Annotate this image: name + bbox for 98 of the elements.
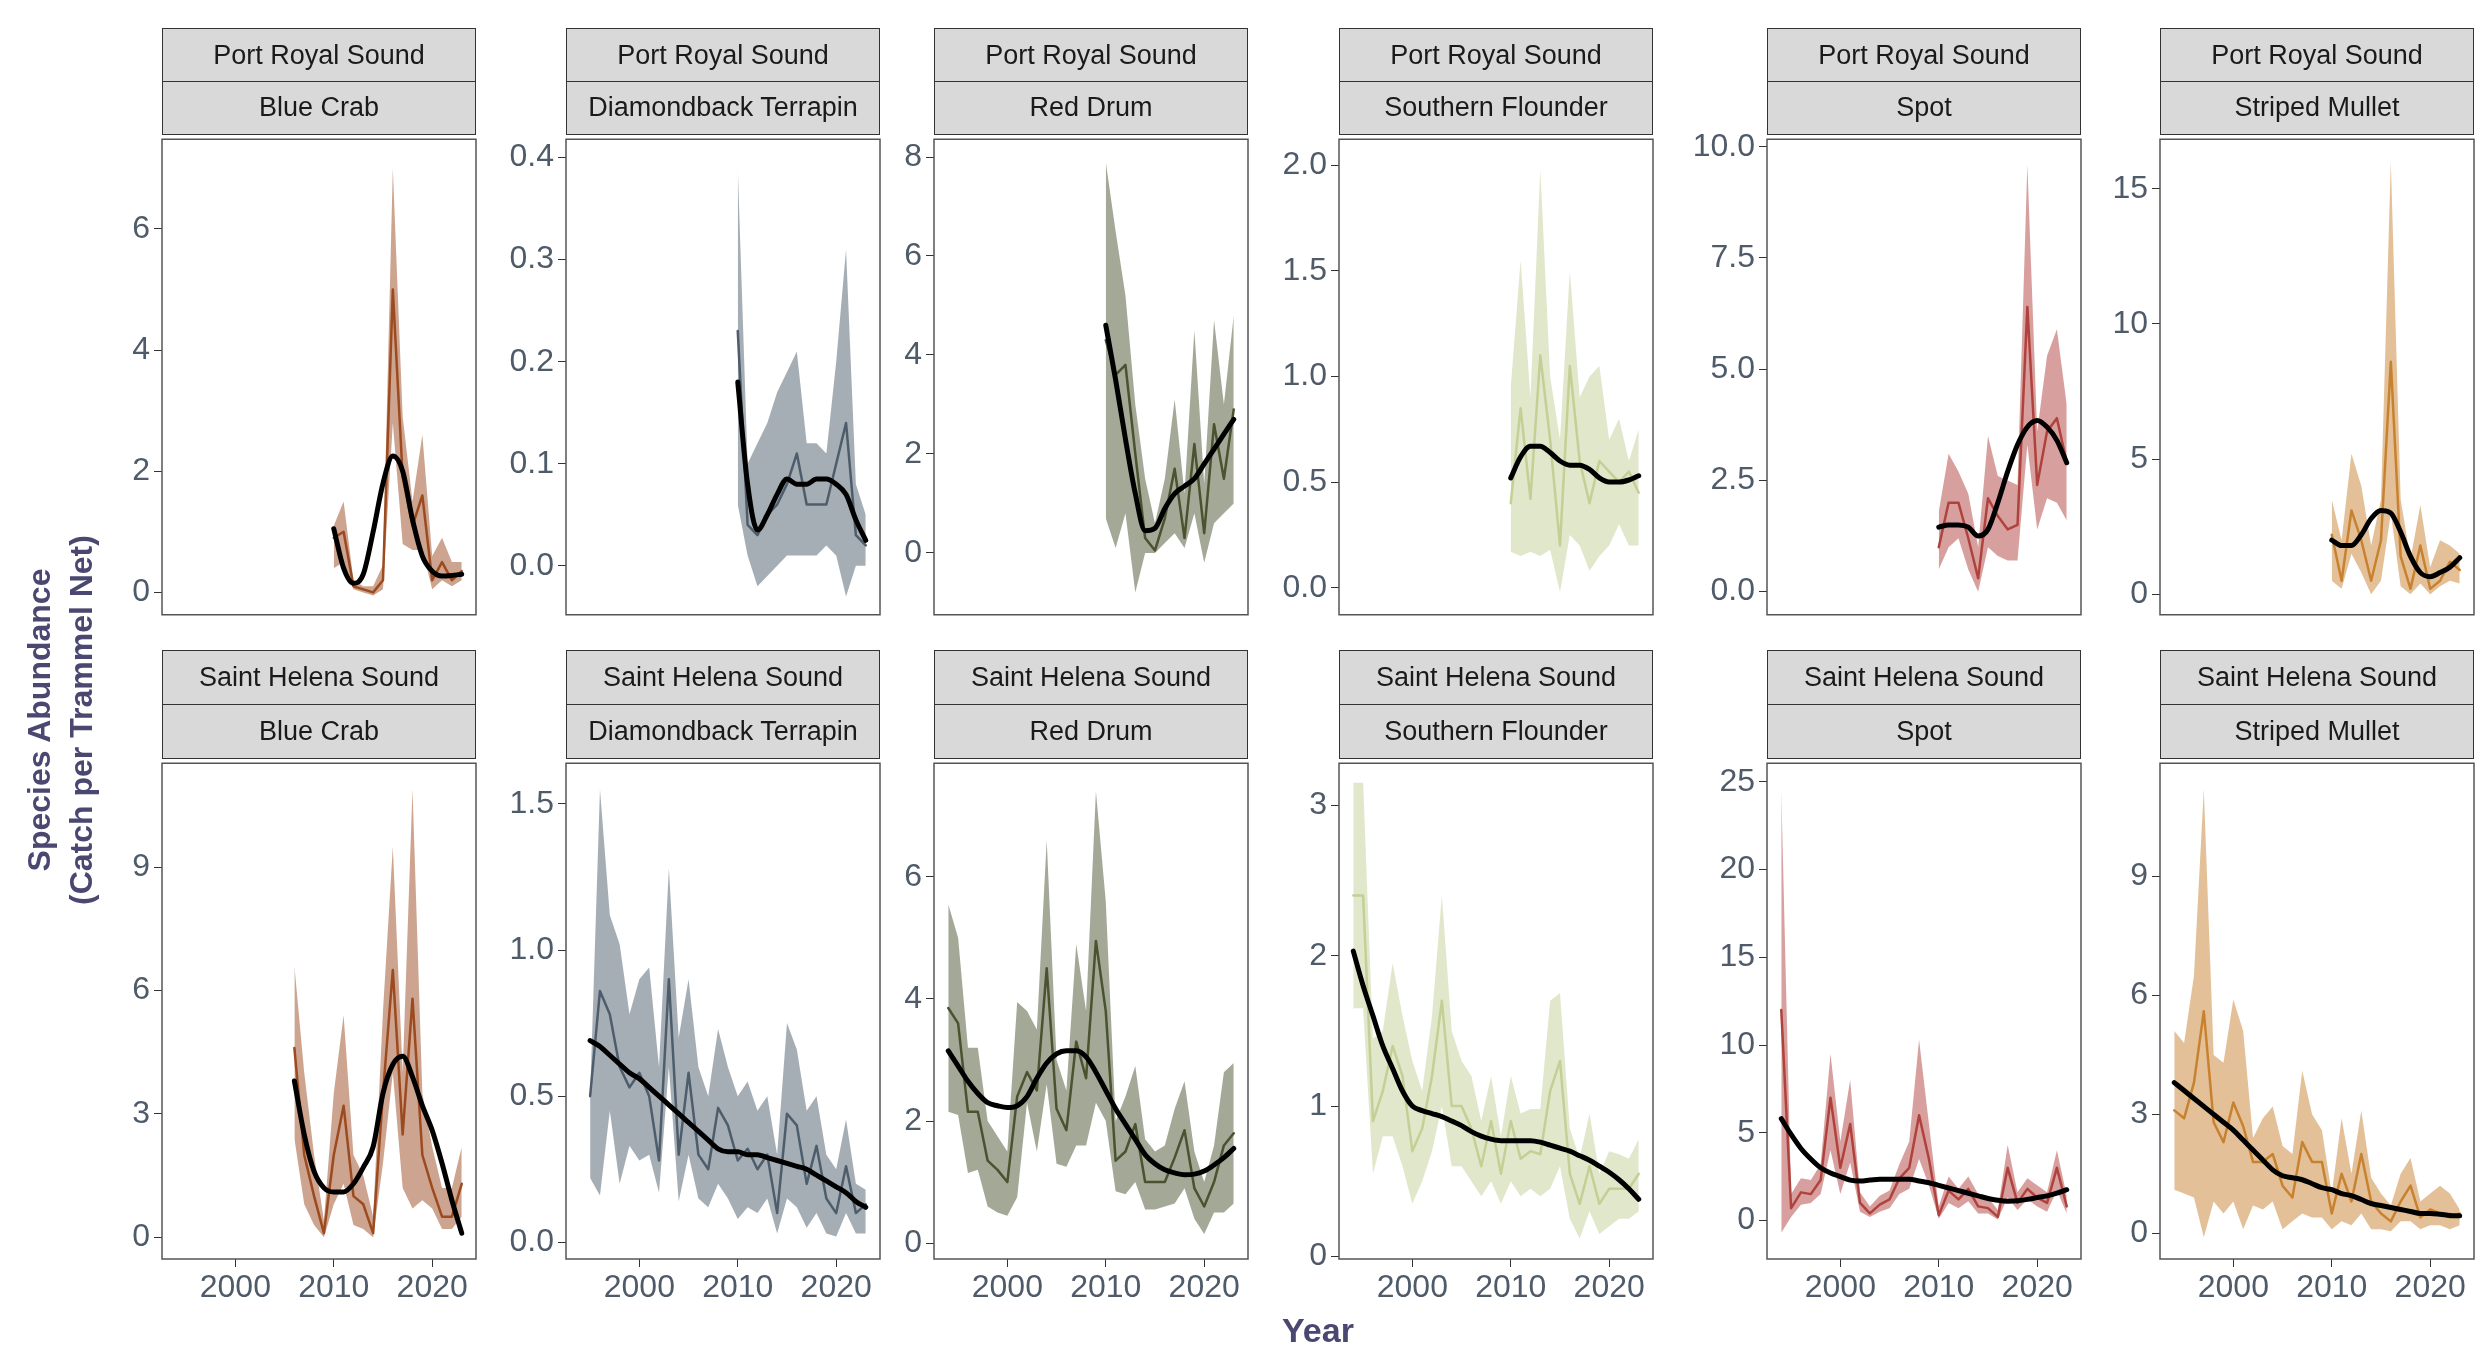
chart-title: Port Royal Sound [934,28,1248,82]
y-tick-label: 1.5 [1282,250,1327,287]
x-tick-label: 2020 [396,1268,468,1305]
x-tick-label: 2020 [2394,1268,2466,1305]
chart-subtitle: Blue Crab [162,80,476,135]
y-tick-label: 1.0 [509,929,554,966]
x-axis-title: Year [1281,1311,1355,1350]
chart-subtitle: Red Drum [934,703,1248,759]
chart-subtitle: Diamondback Terrapin [566,703,880,759]
chart-title: Saint Helena Sound [162,650,476,705]
y-tick-label: 2.5 [1710,460,1755,497]
y-tick-label: 10 [1719,1024,1755,1061]
x-tick-label: 2020 [800,1268,872,1305]
y-tick-label: 0 [1737,1200,1755,1237]
x-tick-label: 2000 [2197,1268,2269,1305]
y-tick-label: 0 [2130,1213,2148,1250]
y-tick-label: 15 [2112,168,2148,205]
y-tick-label: 5.0 [1710,349,1755,386]
chart-subtitle: Southern Flounder [1339,703,1653,759]
y-tick-label: 0.0 [1710,571,1755,608]
chart-title: Port Royal Sound [2160,28,2474,82]
y-tick-label: 0 [132,1217,150,1254]
x-tick-label: 2010 [702,1268,774,1305]
y-tick-label: 5 [1737,1112,1755,1149]
y-tick-label: 0 [904,532,922,569]
chart-subtitle: Spot [1767,80,2081,135]
chart-title: Port Royal Sound [566,28,880,82]
chart-subtitle: Red Drum [934,80,1248,135]
chart-title: Port Royal Sound [1767,28,2081,82]
x-tick-label: 2020 [1168,1268,1240,1305]
y-tick-label: 15 [1719,937,1755,974]
y-tick-label: 0.0 [509,1222,554,1259]
x-tick-label: 2010 [1070,1268,1142,1305]
y-tick-label: 0.0 [1282,567,1327,604]
y-tick-label: 3 [2130,1094,2148,1131]
y-tick-label: 4 [132,329,150,366]
y-tick-label: 0 [2130,574,2148,611]
y-tick-label: 2 [904,1100,922,1137]
y-tick-label: 0 [904,1222,922,1259]
x-tick-label: 2000 [1804,1268,1876,1305]
x-tick-label: 2010 [1903,1268,1975,1305]
y-tick-label: 4 [904,334,922,371]
x-tick-label: 2010 [2296,1268,2368,1305]
y-tick-label: 9 [132,847,150,884]
chart-title: Port Royal Sound [1339,28,1653,82]
y-tick-label: 6 [132,970,150,1007]
chart-subtitle: Diamondback Terrapin [566,80,880,135]
y-tick-label: 8 [904,136,922,173]
y-tick-label: 2 [132,451,150,488]
y-tick-label: 0 [132,572,150,609]
y-tick-label: 3 [1309,785,1327,822]
y-tick-label: 25 [1719,761,1755,798]
y-tick-label: 6 [904,856,922,893]
y-tick-label: 20 [1719,849,1755,886]
chart-title: Saint Helena Sound [1767,650,2081,705]
y-tick-label: 2 [1309,935,1327,972]
x-tick-label: 2000 [1376,1268,1448,1305]
y-tick-label: 7.5 [1710,237,1755,274]
y-tick-label: 0 [1309,1236,1327,1273]
y-tick-label: 0.4 [509,137,554,174]
y-tick-label: 1 [1309,1085,1327,1122]
y-tick-label: 6 [132,208,150,245]
y-tick-label: 10 [2112,303,2148,340]
y-tick-label: 6 [904,235,922,272]
x-tick-label: 2010 [298,1268,370,1305]
x-tick-label: 2010 [1475,1268,1547,1305]
x-tick-label: 2020 [2001,1268,2073,1305]
y-tick-label: 5 [2130,438,2148,475]
y-axis-title: Species Abundance (Catch per Trammel Net) [20,534,100,907]
x-tick-label: 2000 [603,1268,675,1305]
y-tick-label: 1.5 [509,783,554,820]
y-tick-label: 3 [132,1093,150,1130]
chart-subtitle: Southern Flounder [1339,80,1653,135]
y-tick-label: 9 [2130,856,2148,893]
y-tick-label: 2.0 [1282,145,1327,182]
y-tick-label: 1.0 [1282,356,1327,393]
y-tick-label: 10.0 [1692,126,1755,163]
y-tick-label: 0.3 [509,239,554,276]
chart-title: Saint Helena Sound [2160,650,2474,705]
chart-title: Port Royal Sound [162,28,476,82]
x-tick-label: 2000 [971,1268,1043,1305]
y-tick-label: 0.1 [509,443,554,480]
chart-title: Saint Helena Sound [934,650,1248,705]
y-tick-label: 0.5 [509,1076,554,1112]
chart-subtitle: Blue Crab [162,703,476,759]
chart-subtitle: Spot [1767,703,2081,759]
chart-title: Saint Helena Sound [566,650,880,705]
x-tick-label: 2000 [199,1268,271,1305]
chart-subtitle: Striped Mullet [2160,80,2474,135]
y-tick-label: 0.0 [509,545,554,582]
y-tick-label: 0.5 [1282,461,1327,498]
y-tick-label: 0.2 [509,341,554,378]
x-tick-label: 2020 [1573,1268,1645,1305]
y-tick-label: 2 [904,433,922,470]
y-tick-label: 4 [904,978,922,1015]
y-tick-label: 6 [2130,975,2148,1012]
chart-subtitle: Striped Mullet [2160,703,2474,759]
chart-title: Saint Helena Sound [1339,650,1653,705]
